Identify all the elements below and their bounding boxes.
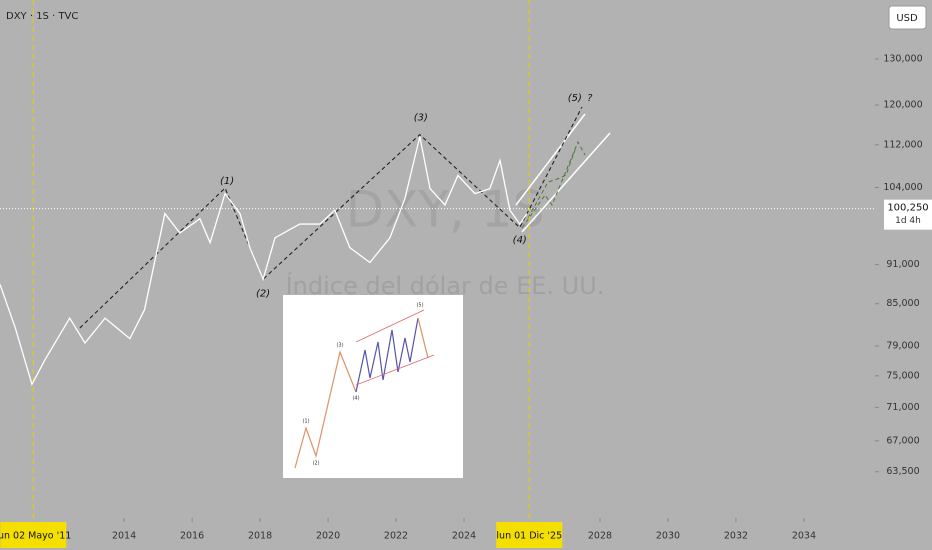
date-marker-label: lun 02 Mayo '11	[0, 531, 71, 542]
x-tick-label: 2016	[180, 531, 204, 542]
inset-wave	[355, 317, 419, 393]
inset-label: (1)	[302, 419, 309, 425]
inset-channel	[355, 354, 435, 386]
inset-label: (2)	[312, 461, 319, 467]
x-tick-label: 2022	[384, 531, 408, 542]
last-price-box	[884, 199, 932, 230]
channel-line	[515, 113, 586, 206]
wave-label: (5)	[568, 93, 582, 104]
wave-label: (3)	[414, 113, 428, 124]
x-tick-label: 2014	[112, 531, 136, 542]
inset-label: (4)	[352, 396, 359, 402]
x-tick-label: 2032	[724, 531, 748, 542]
last-price-label: 100,250	[887, 203, 928, 214]
wave-label: (2)	[256, 289, 270, 300]
inset-wave	[417, 317, 429, 359]
y-tick-label: 75,000	[886, 370, 919, 381]
x-tick-label: 2018	[248, 531, 272, 542]
y-tick-label: 79,000	[886, 340, 919, 351]
y-tick-label: 71,000	[886, 402, 919, 413]
projection-path	[521, 140, 586, 229]
date-marker-box	[0, 522, 67, 548]
inset-channel	[355, 309, 425, 343]
inset-wave	[294, 349, 357, 469]
inset-box	[283, 295, 463, 478]
y-tick-label: 130,000	[883, 53, 922, 64]
inset-label: (5)	[416, 303, 423, 309]
y-tick-label: 120,000	[883, 100, 922, 111]
x-tick-label: 2030	[656, 531, 680, 542]
wave-label: (1)	[220, 176, 234, 187]
wave-label: (4)	[513, 235, 527, 246]
y-tick-label: 85,000	[886, 298, 919, 309]
y-tick-label: 91,000	[886, 259, 919, 270]
projection-lines	[515, 113, 611, 233]
currency-button[interactable]	[888, 5, 927, 30]
y-tick-label: 63,500	[886, 466, 919, 477]
currency-label[interactable]: USD	[896, 13, 918, 24]
inset-diagram: (1) (2) (3) (4) (5)	[283, 295, 463, 478]
watermark-symbol: DXY, 1S	[346, 181, 545, 239]
x-tick-label: 2028	[588, 531, 612, 542]
date-marker-label: lun 01 Dic '25	[496, 531, 562, 542]
x-tick-label: 2024	[452, 531, 476, 542]
last-price-countdown: 1d 4h	[895, 216, 921, 226]
x-tick-label: 2034	[792, 531, 816, 542]
y-tick-label: 112,000	[883, 139, 922, 150]
channel-line	[521, 132, 611, 233]
inset-label: (3)	[336, 343, 343, 349]
x-tick-label: 2020	[316, 531, 340, 542]
wave-label: ?	[587, 93, 593, 104]
date-marker-box	[496, 522, 563, 548]
wave-path	[79, 106, 583, 329]
price-line	[0, 136, 528, 387]
y-tick-label: 104,000	[883, 182, 922, 193]
symbol-header: DXY · 1S · TVC	[6, 11, 78, 22]
y-tick-label: 67,000	[886, 435, 919, 446]
